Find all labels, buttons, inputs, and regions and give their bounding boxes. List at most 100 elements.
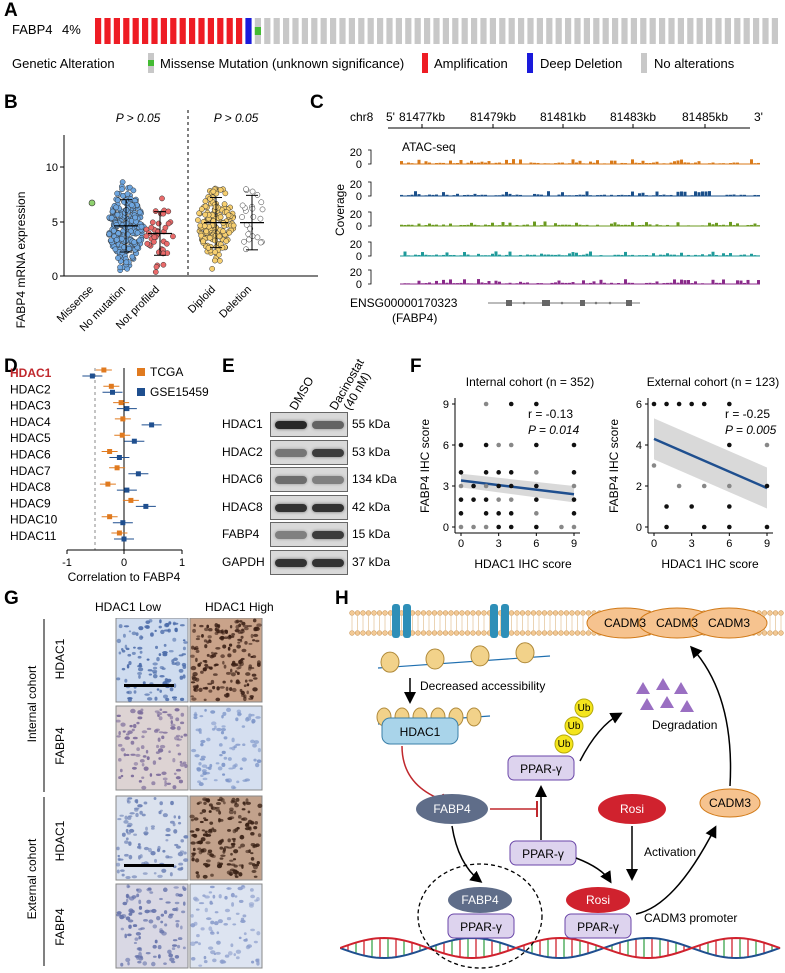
- g-nucleus: [142, 872, 148, 875]
- b-point: [144, 240, 151, 247]
- h-lipid-head: [371, 630, 377, 636]
- c-track-bar: [554, 163, 557, 164]
- c-track-bar: [557, 280, 561, 284]
- c-track-bar: [641, 192, 645, 196]
- c-track-bar: [596, 160, 599, 164]
- h-lipid-head: [459, 630, 465, 636]
- g-nucleus: [190, 654, 195, 658]
- c-track-bar: [683, 280, 687, 284]
- f-left-xlabel: HDAC1 IHC score: [474, 557, 572, 571]
- g-nucleus: [120, 869, 125, 872]
- g-nucleus: [231, 633, 236, 636]
- h-lipid-head: [354, 610, 361, 616]
- g-nucleus: [165, 834, 171, 837]
- g-nucleus: [177, 937, 183, 941]
- e-band: [275, 421, 307, 429]
- g-nucleus: [209, 931, 215, 934]
- g-nucleus: [253, 940, 258, 944]
- g-nucleus: [159, 929, 165, 934]
- g-nucleus: [171, 662, 177, 665]
- g-nucleus: [208, 803, 213, 807]
- g-nucleus: [125, 875, 131, 880]
- b-point: [209, 265, 216, 272]
- c-track-bar: [452, 254, 456, 256]
- f-left-fit-line: [460, 479, 575, 496]
- c-track-bar: [519, 194, 522, 196]
- g-nucleus: [192, 685, 198, 689]
- g-nucleus: [221, 750, 226, 755]
- g-nucleus: [217, 919, 223, 924]
- c-track-bar: [487, 225, 491, 226]
- c-track-bar: [585, 283, 589, 284]
- oncoprint-cell: [123, 18, 130, 44]
- g-col-high: HDAC1 High: [205, 600, 274, 614]
- c-track-bar: [750, 253, 753, 256]
- g-nucleus: [192, 628, 196, 633]
- g-nucleus: [235, 949, 242, 954]
- f-right-point: [764, 524, 770, 530]
- h-lipid-head: [360, 630, 366, 636]
- g-nucleus: [220, 629, 224, 634]
- g-nucleus: [154, 696, 158, 701]
- f-left-point: [508, 442, 514, 448]
- c-track-bar: [442, 162, 445, 164]
- c-axis-20: 20: [350, 147, 362, 159]
- g-nucleus: [179, 760, 183, 764]
- b-point: [126, 245, 132, 252]
- g-nucleus: [232, 858, 237, 861]
- g-nucleus: [170, 726, 176, 730]
- g-nucleus: [117, 818, 122, 821]
- b-point: [259, 206, 266, 213]
- g-nucleus: [198, 902, 205, 905]
- oncoprint-cell: [395, 18, 402, 44]
- e-band: [312, 448, 344, 457]
- c-gene-id: ENSG00000170323: [350, 296, 458, 310]
- c-track-bar: [676, 160, 680, 164]
- g-nucleus: [163, 910, 168, 915]
- c-track-bar: [624, 279, 627, 284]
- legend-no-alterations: No alterations: [654, 56, 735, 71]
- h-lipid-head: [541, 630, 548, 636]
- g-nucleus: [258, 812, 262, 817]
- panel-d-forest: HDAC1HDAC2HDAC3HDAC4HDAC5HDAC6HDAC7HDAC8…: [10, 365, 209, 584]
- f-right-point: [701, 524, 707, 530]
- d-gse-point: [124, 406, 130, 412]
- oncoprint-cell: [142, 18, 149, 44]
- g-nucleus: [138, 952, 142, 957]
- g-nucleus: [177, 752, 182, 756]
- g-nucleus: [175, 892, 180, 897]
- oncoprint-cell: [574, 18, 581, 44]
- h-lipid-head: [420, 630, 427, 636]
- f-right-xlabel: HDAC1 IHC score: [661, 557, 759, 571]
- g-nucleus: [217, 799, 221, 802]
- oncoprint-cell: [424, 18, 431, 44]
- g-nucleus: [137, 655, 142, 659]
- g-nucleus: [138, 899, 142, 905]
- h-lipid-head: [536, 630, 542, 636]
- g-nucleus: [250, 894, 256, 899]
- c-track-bar: [750, 224, 753, 226]
- c-track-bar: [564, 255, 568, 256]
- c-track-bar: [466, 194, 470, 196]
- g-nucleus: [238, 846, 242, 849]
- e-blot-strip: [270, 522, 348, 547]
- c-track-bar: [610, 160, 613, 164]
- c-track-bar: [403, 283, 407, 284]
- f-left-point: [483, 442, 489, 448]
- g-nucleus: [229, 807, 234, 812]
- g-nucleus: [123, 625, 130, 628]
- g-nucleus: [152, 666, 158, 670]
- h-lipid-head: [525, 630, 531, 636]
- g-nucleus: [227, 838, 231, 843]
- g-nucleus: [202, 797, 208, 802]
- c-track-bar: [708, 163, 711, 164]
- f-left-point: [534, 442, 539, 448]
- b-point: [130, 187, 137, 194]
- g-nucleus: [199, 812, 203, 815]
- c-track-bar: [533, 162, 536, 164]
- g-nucleus: [159, 674, 165, 678]
- f-left-ytick-label: 0: [443, 522, 449, 534]
- g-nucleus: [203, 959, 208, 964]
- g-nucleus: [204, 663, 209, 667]
- g-nucleus: [202, 817, 207, 820]
